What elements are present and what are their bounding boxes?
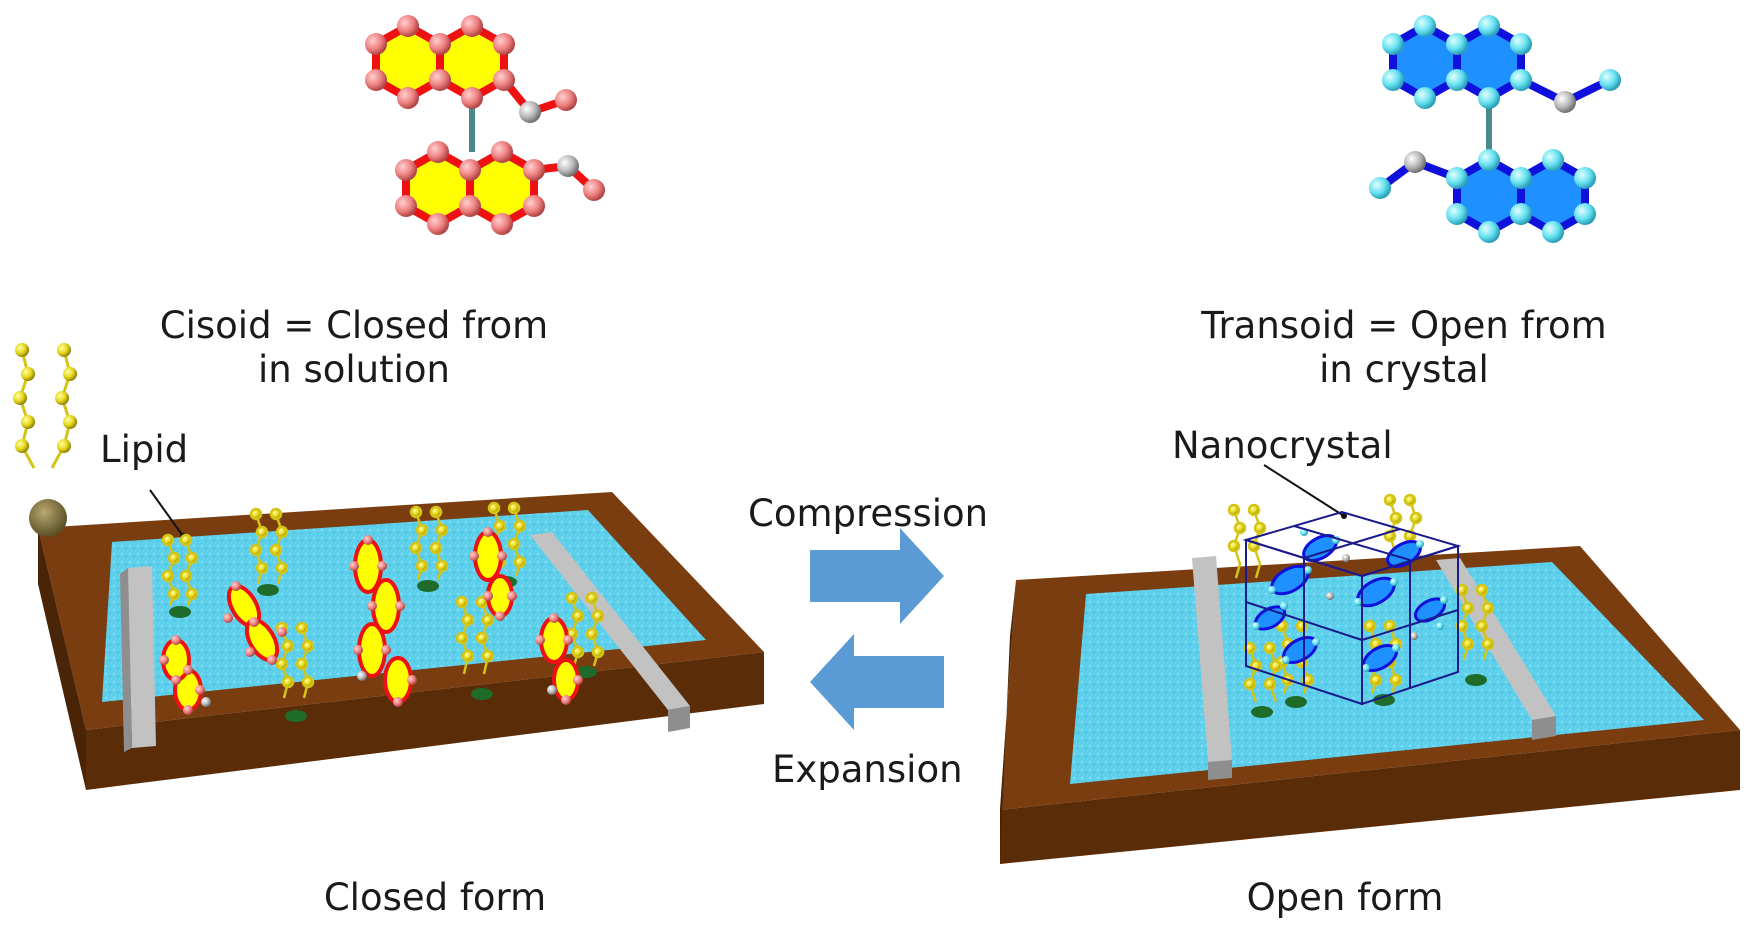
- left-barrier-back: [530, 532, 690, 732]
- lipid-molecule: [161, 533, 199, 618]
- lipid-molecule: [249, 507, 289, 596]
- closed-molecule-standing: [223, 581, 287, 665]
- lipid-molecule: [1243, 641, 1283, 718]
- right-trough: [1000, 546, 1740, 864]
- lipid-label: Lipid: [100, 428, 189, 471]
- transoid-molecule: [1369, 15, 1621, 243]
- lipid-molecule: [275, 621, 315, 722]
- transoid-label: Transoid = Open from in crystal: [1174, 304, 1634, 393]
- transoid-label-line1: Transoid = Open from: [1201, 304, 1607, 347]
- left-trough: [38, 492, 764, 790]
- lipid-molecule: [409, 505, 449, 592]
- lipid-molecule: [1383, 493, 1423, 555]
- lipid-molecule: [1455, 583, 1495, 686]
- expansion-arrow[interactable]: [810, 634, 944, 730]
- cisoid-molecule: [365, 15, 605, 235]
- closed-molecule-standing: [159, 635, 211, 715]
- closed-form-caption: Closed form: [323, 876, 547, 919]
- cisoid-label: Cisoid = Closed from in solution: [140, 304, 568, 393]
- open-form-caption: Open form: [1246, 876, 1444, 919]
- expansion-label: Expansion: [772, 748, 963, 791]
- cisoid-label-line2: in solution: [257, 348, 450, 392]
- nanocrystal-frame: [1242, 510, 1462, 706]
- closed-molecule-standing: [349, 535, 417, 707]
- lipid-molecule: [565, 591, 605, 678]
- lipid-head-icon: [29, 499, 67, 537]
- lipid-leader-line: [149, 489, 184, 537]
- transoid-label-line2: in crystal: [1319, 348, 1489, 392]
- lipid-molecule: [455, 595, 495, 700]
- compression-label: Compression: [748, 492, 989, 535]
- compression-arrow[interactable]: [810, 528, 944, 624]
- nanocrystal-molecules: [1252, 528, 1448, 672]
- left-closed-molecules: [159, 527, 583, 715]
- nanocrystal-leader-line: [1263, 464, 1345, 517]
- closed-molecule-standing: [469, 527, 517, 621]
- left-barrier-front: [120, 566, 156, 752]
- cisoid-label-line1: Cisoid = Closed from: [159, 304, 549, 347]
- nanocrystal: [1242, 510, 1462, 706]
- nanocrystal-label: Nanocrystal: [1172, 424, 1393, 467]
- closed-molecule-standing: [535, 613, 583, 705]
- lipid-legend-icon: [13, 343, 77, 537]
- lipid-molecule: [1227, 503, 1267, 579]
- right-barrier-front: [1192, 556, 1232, 780]
